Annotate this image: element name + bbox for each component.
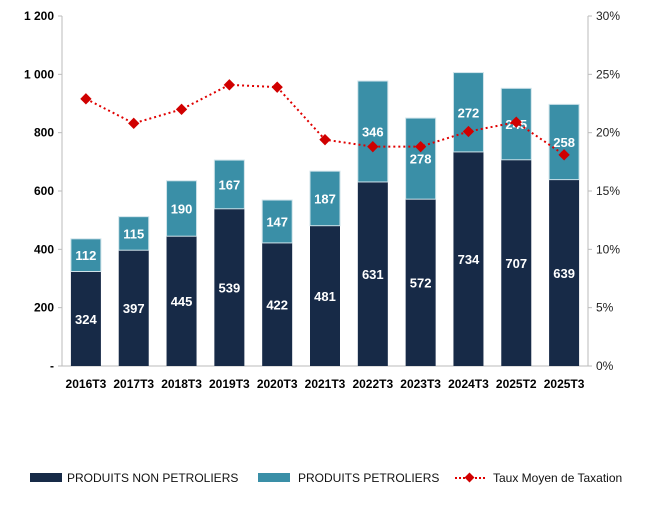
line-point-marker [319, 134, 331, 146]
bar-petroliers [309, 170, 341, 227]
left-tick-label: 400 [34, 242, 54, 256]
right-tick-label: 10% [596, 242, 620, 256]
x-tick-label: 2023T3 [400, 377, 441, 391]
line-point-marker [223, 79, 236, 91]
right-tick-label: 0% [596, 359, 614, 373]
x-tick-label: 2024T3 [448, 377, 489, 391]
line-point-marker [558, 149, 570, 161]
data-label-non-petroliers: 707 [505, 256, 527, 271]
bar-petroliers [213, 159, 245, 210]
left-tick-label: 800 [34, 126, 54, 140]
right-tick-label: 30% [596, 9, 620, 23]
bar-non-petroliers [214, 208, 245, 366]
x-tick-label: 2017T3 [113, 377, 154, 391]
data-label-non-petroliers: 639 [553, 266, 575, 281]
data-label-non-petroliers: 572 [410, 276, 432, 291]
legend-marker-taux [464, 472, 475, 483]
bar-petroliers [70, 238, 102, 272]
data-label-petroliers: 278 [410, 152, 432, 167]
x-tick-label: 2025T3 [544, 377, 585, 391]
left-tick-label: 1 200 [24, 9, 54, 23]
data-label-non-petroliers: 445 [171, 294, 193, 309]
bar-petroliers [405, 117, 437, 200]
data-label-petroliers: 272 [458, 105, 480, 120]
bar-non-petroliers [310, 225, 340, 366]
line-point-marker [80, 93, 92, 105]
data-label-non-petroliers: 734 [458, 252, 480, 267]
bar-petroliers [357, 80, 389, 183]
data-label-non-petroliers: 539 [219, 280, 241, 295]
legend-label-petroliers: PRODUITS PETROLIERS [298, 471, 439, 485]
bar-petroliers [548, 103, 580, 181]
bar-non-petroliers [118, 250, 149, 366]
right-tick-label: 20% [596, 126, 620, 140]
data-label-non-petroliers: 481 [314, 289, 336, 304]
legend-label-non-petroliers: PRODUITS NON PETROLIERS [67, 471, 238, 485]
bar-non-petroliers [501, 159, 532, 366]
data-label-non-petroliers: 422 [266, 297, 288, 312]
bar-non-petroliers [357, 181, 388, 366]
left-tick-label: 200 [34, 301, 54, 315]
right-tick-label: 15% [596, 184, 620, 198]
data-label-petroliers: 112 [75, 248, 96, 263]
data-label-petroliers: 167 [219, 177, 241, 192]
right-tick-label: 25% [596, 67, 620, 81]
left-tick-label: 600 [34, 184, 54, 198]
data-label-petroliers: 115 [123, 226, 144, 241]
right-tick-label: 5% [596, 301, 614, 315]
line-point-marker [414, 141, 427, 153]
x-tick-label: 2022T3 [352, 377, 393, 391]
x-tick-label: 2025T2 [496, 377, 537, 391]
line-point-marker [175, 103, 188, 115]
x-tick-label: 2021T3 [305, 377, 346, 391]
left-tick-label: 1 000 [24, 67, 54, 81]
data-label-petroliers: 190 [171, 202, 193, 217]
bar-petroliers [166, 180, 198, 237]
data-label-non-petroliers: 397 [123, 301, 145, 316]
bar-petroliers [452, 72, 484, 153]
bar-non-petroliers [549, 179, 580, 366]
line-point-marker [128, 117, 140, 129]
legend-label-taux: Taux Moyen de Taxation [493, 471, 622, 485]
data-label-petroliers: 187 [314, 191, 336, 206]
x-tick-label: 2018T3 [161, 377, 202, 391]
x-tick-label: 2016T3 [66, 377, 107, 391]
line-point-marker [367, 141, 379, 153]
x-tick-label: 2020T3 [257, 377, 298, 391]
x-tick-label: 2019T3 [209, 377, 250, 391]
legend-swatch-non-petroliers [30, 473, 62, 482]
left-tick-label: - [50, 359, 54, 373]
data-label-non-petroliers: 631 [362, 267, 384, 282]
bar-non-petroliers [405, 199, 436, 366]
data-label-petroliers: 346 [362, 125, 384, 140]
bar-petroliers [261, 199, 293, 244]
bar-petroliers [118, 216, 150, 251]
data-label-petroliers: 258 [553, 135, 575, 150]
bar-non-petroliers [262, 242, 293, 366]
bar-non-petroliers [166, 236, 197, 366]
legend-swatch-petroliers [258, 473, 290, 482]
bar-non-petroliers [70, 271, 101, 366]
bar-non-petroliers [453, 151, 484, 366]
data-label-petroliers: 147 [266, 214, 288, 229]
data-label-non-petroliers: 324 [75, 312, 97, 327]
